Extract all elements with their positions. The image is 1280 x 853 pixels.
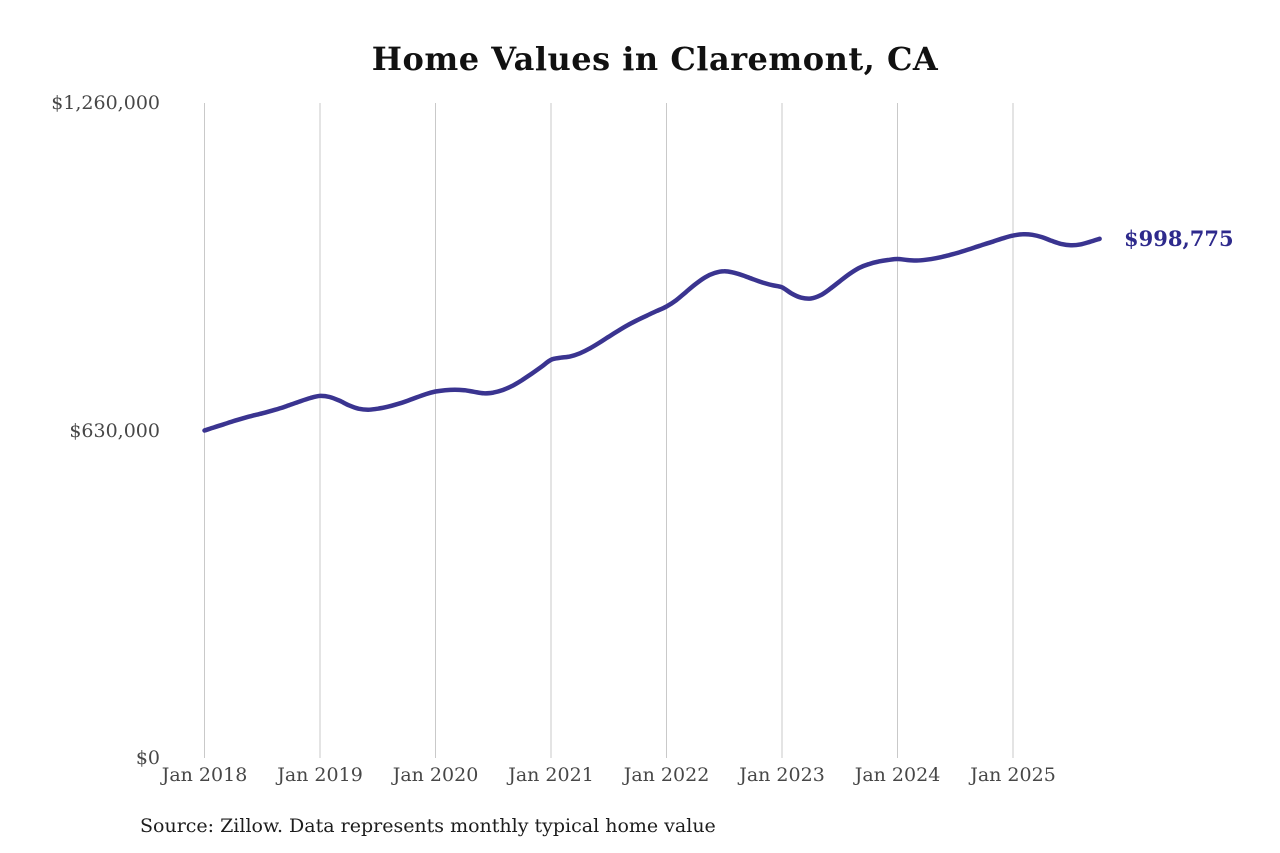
chart-title: Home Values in Claremont, CA: [371, 40, 939, 78]
x-axis-tick-label: Jan 2021: [508, 764, 594, 786]
x-axis-tick-label: Jan 2022: [623, 764, 710, 786]
current-value-label: $998,775: [1124, 225, 1234, 251]
x-axis-tick-label: Jan 2025: [970, 764, 1056, 786]
y-axis-tick-label: $630,000: [69, 419, 160, 442]
x-axis-tick-label: Jan 2024: [854, 764, 941, 786]
x-axis-tick-label: Jan 2019: [277, 764, 363, 786]
home-value-line: [202, 231, 1102, 433]
y-axis-tick-label: $1,260,000: [51, 92, 160, 114]
source-note: Source: Zillow. Data represents monthly …: [140, 815, 716, 837]
x-axis-tick-label: Jan 2023: [739, 764, 825, 786]
x-axis-tick-label: Jan 2020: [392, 764, 479, 786]
y-axis-tick-label: $0: [135, 747, 160, 769]
x-axis-tick-label: Jan 2018: [161, 764, 248, 786]
